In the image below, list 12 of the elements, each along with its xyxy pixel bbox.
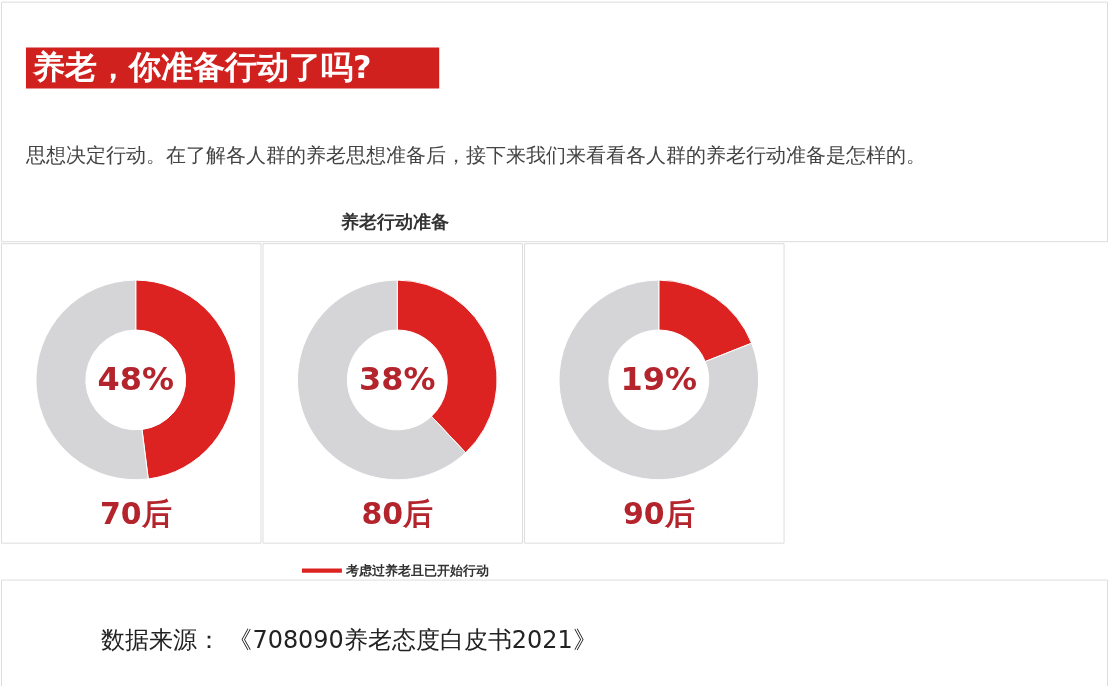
text: 养老行动准备	[340, 211, 450, 233]
data-label: 38%	[359, 359, 436, 398]
legend-label: 考虑过养老且已开始行动	[344, 562, 489, 578]
text: 90后	[622, 495, 695, 531]
donut-slice	[558, 279, 760, 481]
data-label: 48%	[97, 359, 174, 398]
source-note: 数据来源： 《708090养老态度白皮书2021》	[100, 626, 597, 655]
text: 70后	[99, 495, 172, 531]
text: 思想决定行动。在了解各人群的养老思想准备后，接下来我们来看看各人群的养老行动准备是怎样的。	[24, 143, 926, 168]
data-label: 19%	[620, 359, 698, 398]
text: 养老，你准备行动了吗?	[31, 48, 372, 87]
text: 80后	[361, 495, 434, 531]
